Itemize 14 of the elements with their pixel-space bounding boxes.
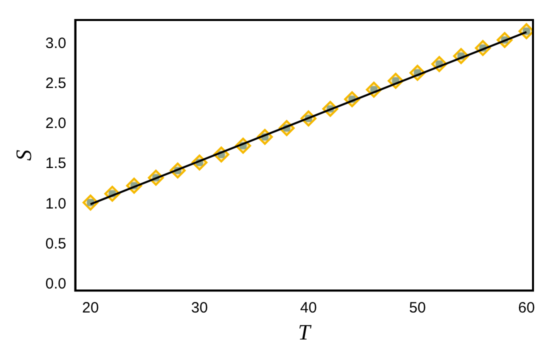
y-tick-label: 0.0 (45, 275, 66, 292)
y-tick-label: 1.0 (45, 195, 66, 212)
y-tick-label: 0.5 (45, 235, 66, 252)
y-tick-label: 2.0 (45, 115, 66, 132)
y-axis-title: S (10, 150, 36, 161)
x-tick-label: 30 (191, 300, 208, 317)
y-tick-label: 2.5 (45, 75, 66, 92)
x-axis-title: T (298, 320, 312, 345)
x-tick-label: 50 (409, 300, 426, 317)
x-tick-label: 40 (300, 300, 317, 317)
y-tick-label: 3.0 (45, 35, 66, 52)
x-tick-label: 60 (518, 300, 535, 317)
x-tick-label: 20 (82, 300, 99, 317)
y-tick-label: 1.5 (45, 155, 66, 172)
